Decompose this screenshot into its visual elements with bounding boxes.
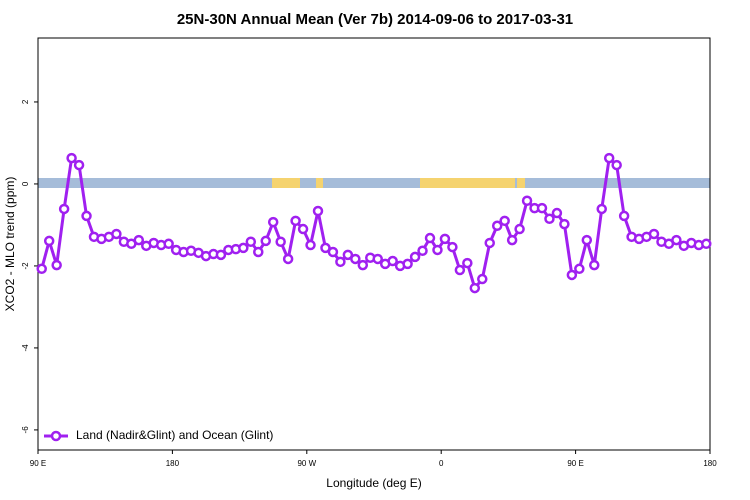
point (335, 256, 346, 268)
point (350, 253, 361, 265)
point (603, 152, 615, 164)
land-ocean-strip (38, 178, 710, 188)
point (66, 152, 77, 164)
point (312, 205, 324, 217)
point (58, 203, 70, 215)
point (566, 269, 578, 281)
point (320, 242, 331, 254)
point (521, 195, 533, 207)
point (477, 273, 488, 285)
point (424, 232, 436, 244)
point (290, 215, 301, 227)
point (253, 246, 264, 258)
point (163, 238, 174, 250)
point (469, 282, 481, 294)
point (409, 251, 421, 263)
y-tick-label: -6 (21, 426, 30, 434)
point (260, 235, 271, 247)
point (215, 249, 227, 261)
x-tick-label: 90 E (567, 459, 583, 468)
legend-label: Land (Nadir&Glint) and Ocean (Glint) (76, 428, 273, 442)
y-axis-label: XCO2 - MLO trend (ppm) (3, 177, 17, 312)
point (462, 257, 473, 269)
point (73, 159, 85, 171)
point (43, 235, 55, 247)
y-tick-label: 0 (21, 181, 30, 186)
point (267, 216, 279, 228)
point (36, 263, 47, 275)
x-tick-label: 180 (166, 459, 180, 468)
x-tick-label: 90 E (30, 459, 46, 468)
point (551, 207, 563, 219)
point (439, 233, 451, 245)
point (402, 258, 413, 270)
point (536, 202, 548, 214)
point (387, 255, 398, 267)
point (589, 259, 600, 271)
point (447, 241, 458, 253)
point (499, 215, 510, 227)
point (432, 244, 443, 256)
point (282, 253, 294, 265)
series-line (40, 155, 707, 292)
point (238, 242, 249, 254)
point (611, 159, 622, 171)
y-tick-label: 2 (21, 99, 30, 104)
point (701, 238, 712, 250)
y-tick-label: -4 (21, 344, 30, 352)
point (559, 218, 570, 230)
point (491, 220, 503, 232)
x-tick-label: 90 W (297, 459, 316, 468)
point (454, 264, 466, 276)
point (327, 246, 339, 258)
point (372, 253, 383, 265)
point (81, 210, 92, 222)
point (133, 234, 145, 246)
point (357, 259, 369, 271)
point (618, 210, 630, 222)
point (305, 239, 316, 251)
point (596, 203, 607, 215)
point (111, 228, 122, 240)
point (581, 234, 593, 246)
point (506, 234, 518, 246)
point (245, 236, 257, 247)
point (671, 234, 682, 246)
point (574, 263, 585, 275)
point (544, 213, 555, 225)
point (484, 237, 495, 249)
chart-title: 25N-30N Annual Mean (Ver 7b) 2014-09-06 … (177, 11, 573, 28)
x-tick-label: 180 (703, 459, 717, 468)
y-tick-label: -2 (21, 262, 30, 270)
point (275, 236, 286, 247)
legend-marker (50, 430, 62, 442)
point (51, 259, 62, 271)
point (514, 223, 525, 235)
x-tick-label: 0 (439, 459, 444, 468)
point (342, 249, 354, 261)
x-axis-label: Longitude (deg E) (326, 476, 421, 490)
point (648, 228, 660, 240)
point (417, 245, 428, 257)
point (297, 223, 309, 235)
